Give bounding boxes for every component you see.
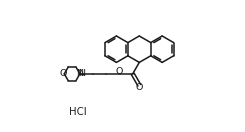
Text: O: O bbox=[116, 67, 123, 76]
Text: O: O bbox=[59, 69, 66, 78]
Text: N: N bbox=[76, 69, 83, 78]
Text: N: N bbox=[78, 69, 85, 78]
Text: HCl: HCl bbox=[69, 107, 86, 117]
Text: O: O bbox=[136, 83, 143, 92]
